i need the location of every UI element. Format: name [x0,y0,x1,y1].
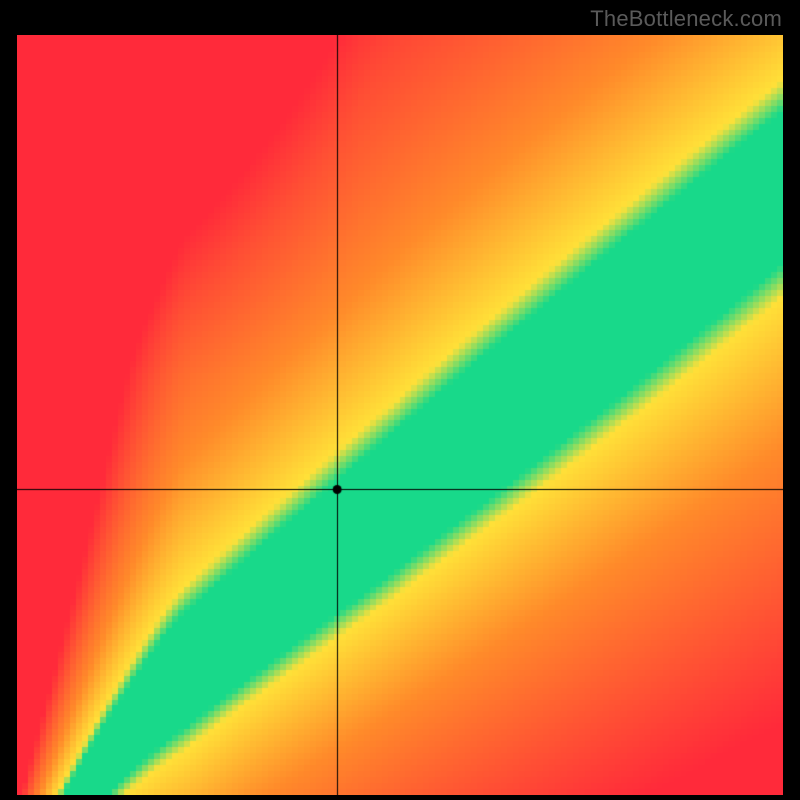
heatmap-plot [17,35,783,795]
chart-container: TheBottleneck.com [0,0,800,800]
watermark-text: TheBottleneck.com [590,6,782,32]
